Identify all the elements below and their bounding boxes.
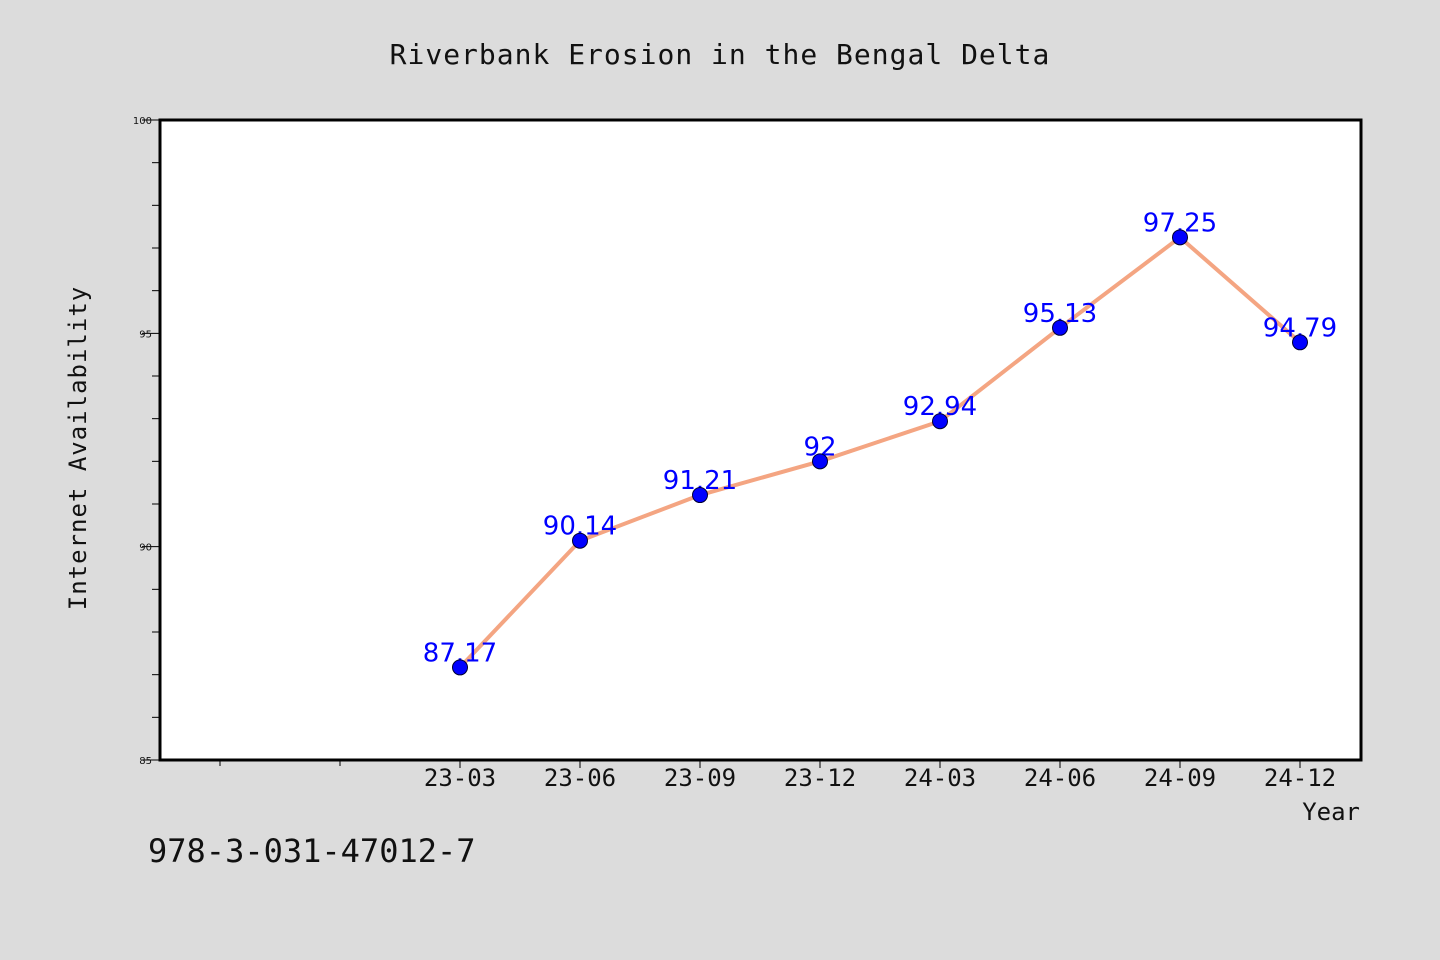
data-point bbox=[572, 532, 588, 549]
x-tick-label: 24-06 bbox=[1024, 764, 1096, 792]
data-point bbox=[1052, 319, 1068, 336]
data-point bbox=[1292, 334, 1308, 351]
footer-isbn-text: 978-3-031-47012-7 bbox=[148, 832, 476, 870]
data-point bbox=[932, 413, 948, 430]
x-tick-label: 24-12 bbox=[1264, 764, 1336, 792]
data-point bbox=[692, 487, 708, 504]
x-tick-label: 24-03 bbox=[904, 764, 976, 792]
y-tick-label: 95 bbox=[139, 329, 152, 340]
x-axis-label: Year bbox=[1302, 798, 1360, 826]
data-point bbox=[1172, 229, 1188, 246]
x-tick-label: 23-12 bbox=[784, 764, 856, 792]
y-tick-label: 85 bbox=[139, 756, 152, 767]
plot-area bbox=[158, 118, 1363, 762]
x-tick-label: 24-09 bbox=[1144, 764, 1216, 792]
chart-title: Riverbank Erosion in the Bengal Delta bbox=[390, 38, 1051, 71]
y-tick-label: 90 bbox=[139, 543, 152, 554]
x-tick-label: 23-03 bbox=[424, 764, 496, 792]
y-axis: 85 90 95 100 bbox=[133, 116, 160, 767]
x-axis: 23-03 23-06 23-09 23-12 24-03 24-06 24-09 24-12 bbox=[219, 760, 1336, 792]
x-tick-label: 23-06 bbox=[544, 764, 616, 792]
data-point bbox=[812, 453, 828, 470]
data-point bbox=[452, 659, 468, 676]
x-tick-label: 23-09 bbox=[664, 764, 736, 792]
y-axis-label: Internet Availability bbox=[64, 286, 92, 610]
series-line bbox=[458, 235, 1302, 669]
y-tick-label: 100 bbox=[133, 116, 152, 127]
